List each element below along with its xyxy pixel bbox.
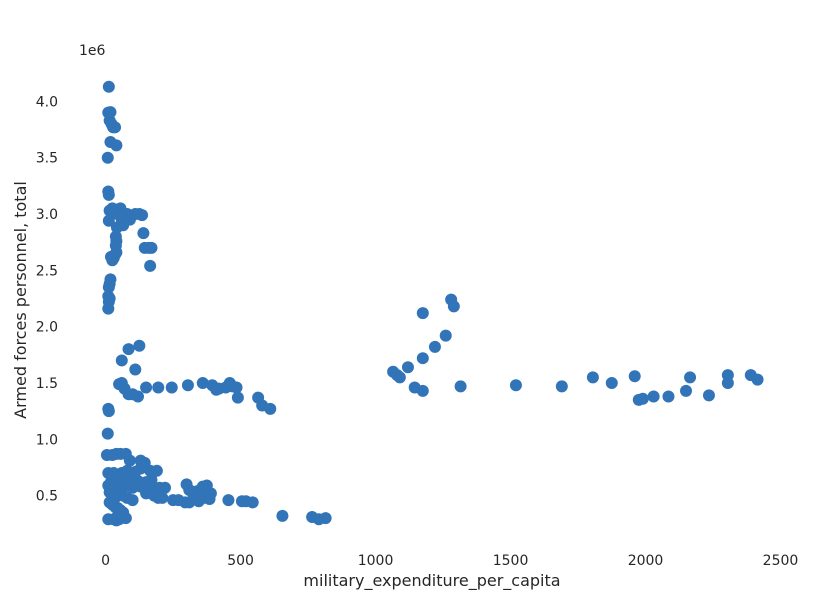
x-tick-label: 2000 (628, 553, 664, 569)
scatter-point (416, 384, 429, 397)
scatter-point (751, 373, 764, 386)
scatter-point (636, 392, 649, 405)
x-tick-label: 500 (227, 553, 254, 569)
scatter-point (102, 405, 115, 418)
scatter-point (509, 379, 522, 392)
scatter-point (684, 371, 697, 384)
scatter-point (101, 427, 114, 440)
scatter-point (276, 509, 289, 522)
scatter-point (134, 462, 147, 475)
x-tick-label: 0 (101, 553, 110, 569)
scatter-point (102, 188, 115, 201)
scatter-point (586, 371, 599, 384)
scatter-point (137, 227, 150, 240)
scatter-point (110, 221, 123, 234)
scatter-point (605, 376, 618, 389)
scatter-point (158, 481, 171, 494)
scatter-point (264, 402, 277, 415)
scatter-point (122, 343, 135, 356)
scatter-points (100, 80, 764, 527)
scatter-point (203, 492, 216, 505)
scatter-point (439, 329, 452, 342)
y-tick-label: 2.5 (36, 263, 58, 279)
y-tick-label: 4.0 (36, 94, 58, 110)
scatter-point (101, 151, 114, 164)
scatter-point (702, 389, 715, 402)
scatter-point (140, 381, 153, 394)
scatter-point (136, 209, 149, 222)
y-axis-label: Armed forces personnel, total (11, 181, 30, 419)
x-axis-ticks: 0 500 1000 1500 2000 2500 (101, 553, 798, 569)
scatter-point (106, 254, 119, 267)
scatter-point (115, 354, 128, 367)
scatter-point (110, 139, 123, 152)
scatter-point (109, 121, 122, 134)
scatter-point (102, 302, 115, 315)
scatter-point (181, 379, 194, 392)
y-tick-label: 2.0 (36, 320, 58, 336)
scatter-point (144, 259, 157, 272)
scatter-point (102, 281, 115, 294)
scatter-point (152, 381, 165, 394)
scatter-point (454, 380, 467, 393)
x-tick-label: 2500 (763, 553, 799, 569)
y-tick-label: 0.5 (36, 489, 58, 505)
scatter-point (447, 300, 460, 313)
scatter-point (123, 454, 136, 467)
scatter-point (416, 352, 429, 365)
y-axis-offset-label: 1e6 (79, 43, 106, 59)
scatter-point (416, 307, 429, 320)
scatter-point (126, 494, 139, 507)
scatter-point (393, 371, 406, 384)
scatter-point (196, 376, 209, 389)
x-tick-label: 1000 (358, 553, 394, 569)
scatter-point (680, 384, 693, 397)
scatter-point (165, 381, 178, 394)
y-tick-label: 1.5 (36, 376, 58, 392)
x-axis-label: military_expenditure_per_capita (303, 571, 560, 591)
scatter-point (102, 214, 115, 227)
scatter-point (428, 340, 441, 353)
scatter-point (113, 513, 126, 526)
scatter-point (129, 363, 142, 376)
scatter-point (131, 390, 144, 403)
scatter-point (721, 376, 734, 389)
scatter-point (156, 491, 169, 504)
y-tick-label: 3.0 (36, 207, 58, 223)
y-tick-label: 1.0 (36, 432, 58, 448)
scatter-point (401, 361, 414, 374)
x-tick-label: 1500 (493, 553, 529, 569)
scatter-point (246, 496, 259, 509)
scatter-point (231, 391, 244, 404)
scatter-point (662, 390, 675, 403)
scatter-point (319, 512, 332, 525)
scatter-point (133, 339, 146, 352)
scatter-point (150, 464, 163, 477)
y-tick-label: 3.5 (36, 151, 58, 167)
y-axis-ticks: 0.5 1.0 1.5 2.0 2.5 3.0 3.5 4.0 (36, 94, 58, 504)
scatter-point (230, 381, 243, 394)
scatter-point (628, 370, 641, 383)
scatter-point (145, 241, 158, 254)
scatter-point (647, 390, 660, 403)
scatter-point (555, 380, 568, 393)
scatter-point (102, 80, 115, 93)
scatter-point (222, 494, 235, 507)
